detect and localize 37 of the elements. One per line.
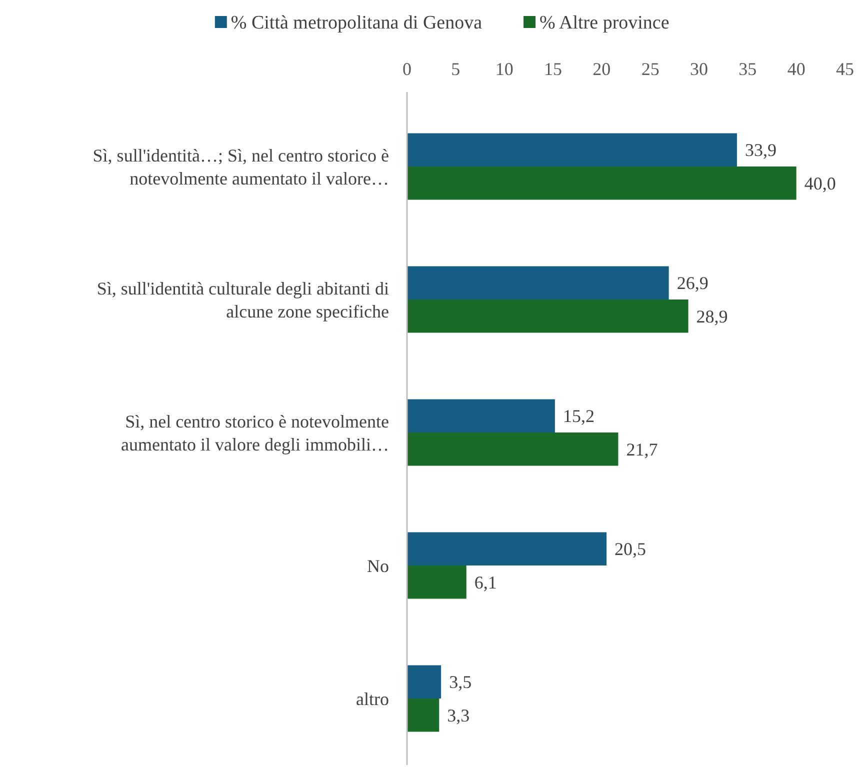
data-label: 40,0 bbox=[804, 173, 836, 194]
x-tick-label: 40 bbox=[787, 59, 806, 79]
data-label: 33,9 bbox=[744, 140, 776, 160]
y-tick-label: Sì, sull'identità…; Sì, nel centro storico è notevolmente aumentato il valore… bbox=[92, 145, 390, 188]
x-tick-label: 20 bbox=[592, 59, 611, 79]
data-label: 26,9 bbox=[676, 273, 708, 294]
bar bbox=[407, 665, 442, 698]
bar bbox=[407, 399, 555, 432]
x-tick-label: 25 bbox=[641, 59, 660, 79]
x-tick-label: 5 bbox=[451, 59, 460, 79]
bar bbox=[407, 532, 607, 566]
x-tick-label: 30 bbox=[690, 59, 708, 79]
x-tick-label: 45 bbox=[836, 59, 854, 79]
y-tick-label: Sì, sull'identità culturale degli abitanti di alcune zone specifiche bbox=[96, 278, 390, 322]
bar bbox=[407, 133, 737, 166]
bar bbox=[407, 698, 440, 732]
data-label: 15,2 bbox=[562, 406, 594, 426]
bar bbox=[407, 166, 796, 200]
data-label: 3,5 bbox=[449, 672, 472, 692]
data-label: 3,3 bbox=[447, 705, 470, 726]
y-tick-label: altro bbox=[356, 688, 389, 709]
bar bbox=[407, 432, 618, 466]
bar bbox=[407, 566, 466, 599]
bar bbox=[407, 300, 688, 333]
bar bbox=[407, 266, 669, 300]
x-tick-label: 35 bbox=[738, 59, 757, 79]
data-label: 21,7 bbox=[626, 439, 658, 460]
x-tick-label: 10 bbox=[495, 59, 514, 79]
x-tick-label: 15 bbox=[544, 59, 562, 79]
data-label: 20,5 bbox=[614, 539, 646, 560]
legend-label: % Altre province bbox=[540, 12, 670, 34]
x-tick-label: 0 bbox=[402, 59, 412, 79]
y-tick-label: Sì, nel centro storico è notevolmente aumentato il valore degli immobili… bbox=[121, 411, 389, 454]
data-label: 28,9 bbox=[696, 306, 728, 326]
data-label: 6,1 bbox=[474, 572, 497, 592]
legend-label: % Città metropolitana di Genova bbox=[230, 12, 483, 34]
y-tick-label: No bbox=[367, 556, 389, 576]
